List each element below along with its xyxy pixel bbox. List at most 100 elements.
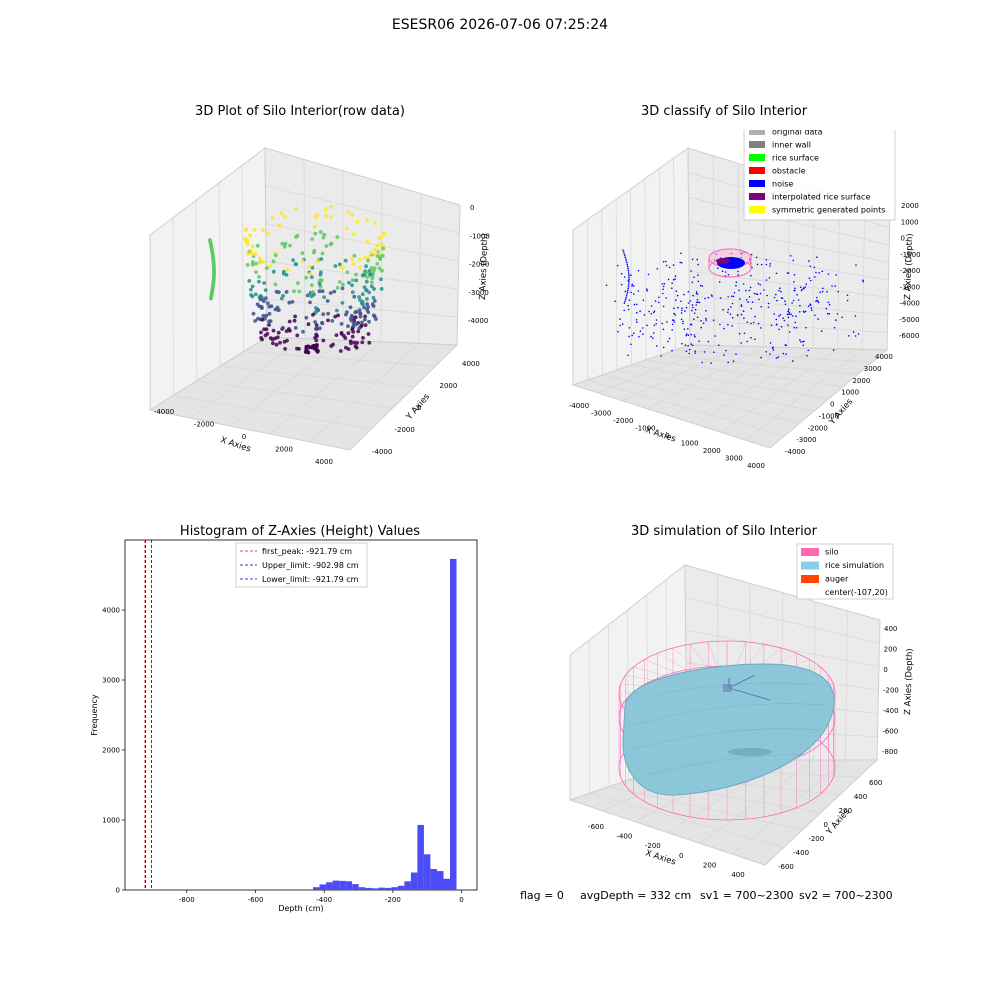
raw-point [381, 253, 385, 258]
noise-point [760, 356, 762, 359]
raw-point [334, 333, 339, 337]
noise-point [799, 341, 802, 343]
raw-point [284, 290, 289, 294]
raw-point [263, 288, 268, 292]
panel-1-x-tick-label: 4000 [315, 458, 333, 466]
histogram-x-tick-label: -800 [179, 896, 195, 904]
histogram-bar [437, 871, 444, 890]
raw-point [354, 322, 359, 327]
noise-point [813, 266, 816, 269]
noise-point [624, 256, 627, 259]
raw-point [258, 297, 263, 302]
noise-point [656, 268, 659, 270]
raw-point [363, 255, 368, 260]
noise-point [627, 267, 629, 270]
panel-4-z-tick-label: 200 [884, 646, 897, 654]
noise-point [765, 263, 768, 266]
noise-point [835, 319, 837, 321]
noise-point [775, 357, 778, 359]
noise-point [674, 275, 677, 277]
raw-point [249, 287, 253, 292]
noise-point [725, 271, 727, 273]
noise-point [743, 317, 745, 319]
noise-point [727, 296, 729, 298]
raw-point [324, 207, 328, 212]
histogram-bar [339, 880, 346, 890]
noise-point [637, 290, 640, 292]
raw-point [320, 289, 325, 294]
noise-point [690, 323, 693, 326]
raw-point [313, 231, 318, 236]
raw-point [328, 291, 333, 295]
noise-point [809, 265, 812, 268]
noise-point [707, 340, 710, 343]
raw-point [350, 283, 354, 288]
noise-point [622, 249, 624, 251]
noise-point [750, 337, 752, 339]
noise-point [628, 282, 630, 284]
panel-1-points [208, 204, 387, 355]
noise-point [696, 298, 699, 301]
noise-point [647, 273, 650, 276]
raw-point [321, 235, 326, 240]
noise-point [759, 283, 761, 286]
noise-point [628, 274, 630, 277]
noise-point [722, 308, 724, 311]
noise-point [841, 316, 843, 319]
raw-point [308, 300, 312, 305]
panel-4-x-tick-label: 200 [703, 861, 716, 869]
noise-point [626, 262, 628, 264]
legend-swatch [749, 180, 765, 187]
histogram-bar [306, 889, 314, 890]
noise-point [630, 274, 632, 276]
noise-point [633, 293, 635, 295]
sv1-text: sv1 = 700~2300 [700, 889, 794, 902]
noise-point [691, 344, 694, 347]
raw-point [252, 227, 257, 232]
noise-point [794, 289, 796, 292]
noise-point [705, 317, 707, 320]
noise-point [631, 285, 633, 287]
noise-point [805, 283, 807, 286]
panel-2-z-tick-label: -6000 [899, 332, 919, 340]
raw-point [313, 335, 317, 340]
noise-point [655, 323, 657, 325]
noise-point [677, 306, 679, 309]
raw-point [271, 259, 276, 264]
raw-point [345, 310, 349, 315]
raw-point [209, 296, 213, 301]
raw-point [356, 329, 361, 334]
noise-point [775, 324, 778, 326]
noise-point [781, 297, 784, 300]
legend-swatch [749, 130, 765, 135]
raw-point [248, 233, 252, 238]
panel-1-title: 3D Plot of Silo Interior(row data) [195, 104, 405, 119]
noise-point [626, 263, 629, 266]
raw-point [364, 270, 369, 275]
noise-point [662, 288, 664, 291]
noise-point [754, 315, 756, 318]
raw-point [256, 316, 260, 321]
raw-point [279, 211, 284, 215]
panel-4-x-tick-label: -200 [645, 842, 661, 850]
panel-2-x-tick-label: 4000 [747, 462, 765, 470]
histogram-legend-label: Lower_limit: -921.79 cm [262, 575, 359, 584]
raw-point [321, 312, 326, 317]
noise-point [620, 272, 623, 275]
noise-point [671, 287, 673, 289]
noise-point [691, 309, 693, 312]
noise-point [717, 344, 720, 346]
noise-point [642, 299, 645, 301]
noise-point [643, 314, 646, 316]
noise-point [698, 340, 700, 342]
noise-point [862, 280, 865, 283]
raw-point [322, 295, 327, 300]
raw-point [333, 264, 338, 268]
noise-point [693, 312, 696, 315]
noise-point [695, 291, 698, 293]
noise-point [705, 310, 707, 312]
panel-4-title: 3D simulation of Silo Interior [631, 524, 817, 539]
noise-point [693, 334, 696, 336]
raw-point [324, 213, 329, 218]
panel-2-z-label: Z Axies (Depth) [903, 233, 915, 300]
